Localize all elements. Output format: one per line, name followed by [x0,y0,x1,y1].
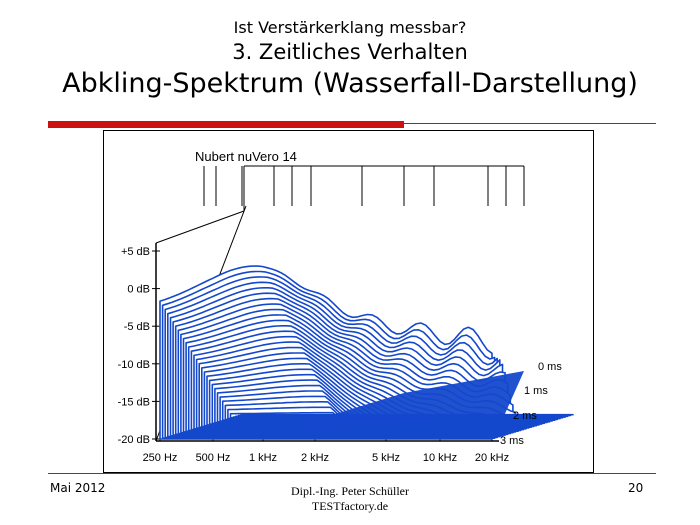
x-tick-label: 2 kHz [301,452,329,464]
time-tick-label: 1 ms [524,385,548,397]
y-tick-label: +5 dB [121,246,150,258]
time-tick-label: 3 ms [500,435,524,447]
y-tick-label: -10 dB [118,359,150,371]
axis-ticks: 250 Hz 500 Hz 1 kHz 2 kHz 5 kHz 10 kHz 20 kHz +… [118,246,563,464]
page-number: 20 [628,481,644,495]
time-tick-label: 2 ms [513,410,537,422]
time-tick-label: 0 ms [538,361,562,373]
y-tick-label: -20 dB [118,434,150,446]
slide-subtitle: 3. Zeitliches Verhalten [232,40,468,64]
x-tick-label: 1 kHz [249,452,277,464]
slide-title: Abkling-Spektrum (Wasserfall-Darstellung… [62,68,638,99]
x-tick-label: 5 kHz [372,452,400,464]
waterfall-chart: 250 Hz 500 Hz 1 kHz 2 kHz 5 kHz 10 kHz 20 kHz +… [118,149,574,464]
x-tick-label: 20 kHz [475,452,509,464]
chart-frame [152,165,525,442]
footer-date: Mai 2012 [50,481,106,495]
x-tick-label: 500 Hz [196,452,231,464]
footer-author-name: Dipl.-Ing. Peter Schüller [291,484,409,498]
accent-line [404,123,656,124]
footer-author-site: TESTfactory.de [311,499,389,513]
y-tick-label: -15 dB [118,396,150,408]
decay-slices [159,265,574,440]
x-tick-label: 250 Hz [143,452,178,464]
footer-line [48,473,656,474]
decay-floor [279,371,524,431]
slide-supertitle: Ist Verstärkerklang messbar? [233,18,467,37]
chart-panel: 250 Hz 500 Hz 1 kHz 2 kHz 5 kHz 10 kHz 20 kHz +… [103,130,594,473]
x-tick-label: 10 kHz [423,452,457,464]
chart-title: Nubert nuVero 14 [195,149,297,164]
y-tick-label: 0 dB [127,284,150,296]
footer-author: Dipl.-Ing. Peter Schüller TESTfactory.de [0,484,700,514]
y-tick-label: -5 dB [124,321,150,333]
depth-axis-top [155,210,245,244]
accent-bar [48,121,404,128]
